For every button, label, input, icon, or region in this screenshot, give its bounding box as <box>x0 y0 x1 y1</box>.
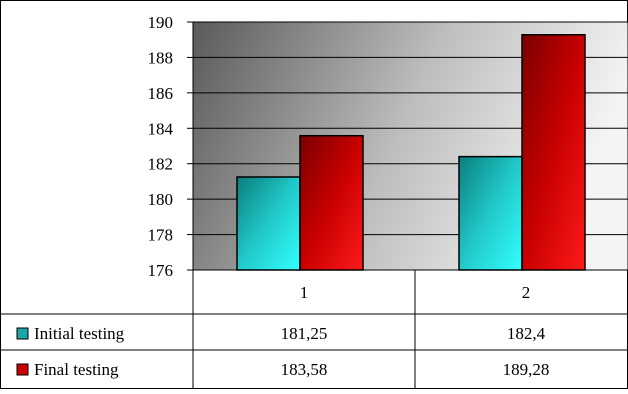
legend-label: Initial testing <box>34 324 125 343</box>
y-tick-label: 184 <box>148 119 174 138</box>
y-tick-label: 178 <box>148 226 174 245</box>
data-value-label: 182,4 <box>507 324 546 343</box>
y-tick-label: 176 <box>148 261 174 280</box>
bar-final-2 <box>521 34 586 271</box>
y-tick-label: 180 <box>148 190 174 209</box>
y-tick-label: 186 <box>148 84 174 103</box>
category-label: 1 <box>300 283 309 302</box>
bars <box>236 34 586 271</box>
data-value-label: 189,28 <box>503 360 550 379</box>
data-table-text: 1 2 Initial testing 181,25 182,4 Final testin… <box>16 283 550 379</box>
legend-swatch <box>16 327 29 340</box>
y-tick-label: 182 <box>148 155 174 174</box>
legend-swatch <box>16 363 29 376</box>
data-table <box>0 269 628 389</box>
data-value-label: 183,58 <box>281 360 328 379</box>
legend-label: Final testing <box>34 360 119 379</box>
y-tick-label: 188 <box>148 48 174 67</box>
data-value-label: 181,25 <box>281 324 328 343</box>
y-tick-label: 190 <box>148 13 174 32</box>
bar-initial-2 <box>458 155 523 271</box>
bar-final-1 <box>299 134 364 271</box>
y-axis-ticks: 176 178 180 182 184 186 188 190 <box>148 13 193 280</box>
bar-initial-1 <box>236 176 301 271</box>
category-label: 2 <box>522 283 531 302</box>
